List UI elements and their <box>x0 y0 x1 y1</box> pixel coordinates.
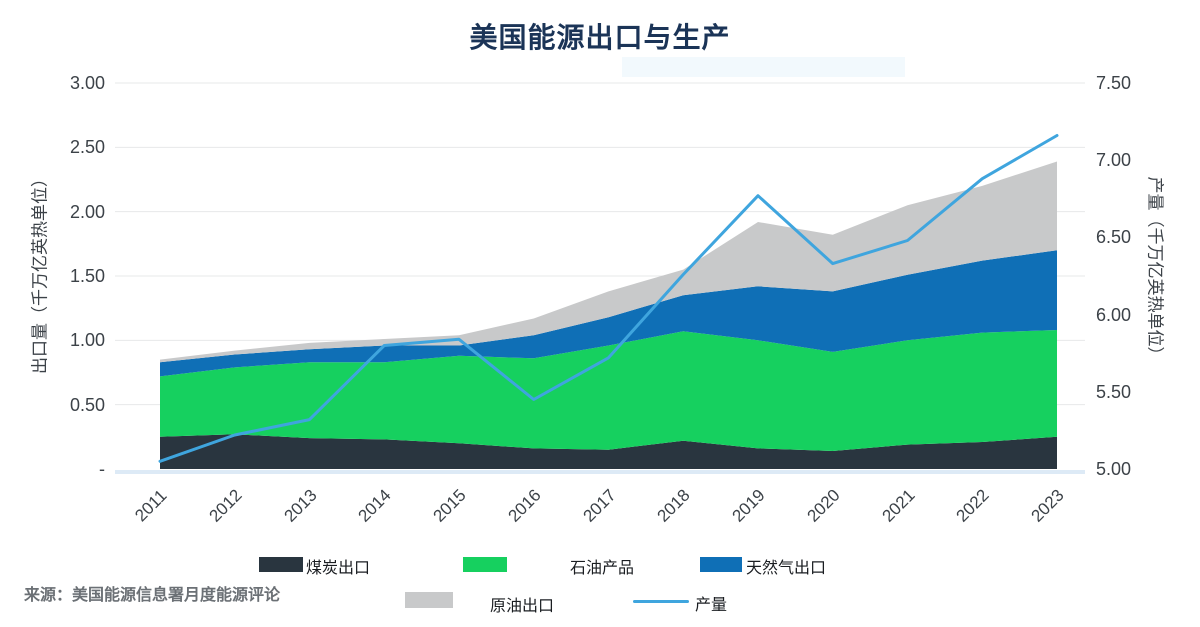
legend-label-petroleum-products: 石油产品 <box>570 560 635 577</box>
chart-title: 美国能源出口与生产 <box>469 22 731 53</box>
area-series-1 <box>160 330 1057 451</box>
y-left-tick: 2.50 <box>69 137 105 158</box>
area-series-2 <box>160 250 1057 377</box>
y-left-tick: 1.50 <box>69 266 105 286</box>
legend-label-crude-oil-exports: 原油出口 <box>490 598 555 615</box>
legend-label-coal-exports: 煤炭出口 <box>306 560 371 577</box>
y-left-tick: 1.00 <box>69 330 105 351</box>
y-left-tick: 2.00 <box>69 201 105 222</box>
legend-swatch-natural-gas-exports <box>700 557 742 572</box>
legend-swatch-production-line <box>633 600 689 603</box>
y-right-tick: 6.00 <box>1096 304 1132 325</box>
highlight-artifact <box>622 57 905 77</box>
y-right-tick: 5.00 <box>1096 459 1132 479</box>
y-left-tick: 3.00 <box>69 73 105 93</box>
production-line <box>158 134 1059 463</box>
area-series-3 <box>160 161 1057 363</box>
legend-swatch-petroleum-products <box>463 557 507 572</box>
legend-label-natural-gas-exports: 天然气出口 <box>746 560 827 577</box>
legend-label-production: 产量 <box>695 597 728 614</box>
y-right-tick: 7.00 <box>1096 150 1132 171</box>
y-right-tick: 6.50 <box>1096 227 1132 248</box>
y-left-tick: 0.50 <box>69 394 105 415</box>
y-left-tick: - <box>99 459 105 479</box>
area-series-0 <box>160 434 1057 469</box>
legend-swatch-crude-oil-exports <box>405 592 453 608</box>
source-note: 来源：美国能源信息署月度能源评论 <box>24 587 281 604</box>
y-right-tick: 5.50 <box>1096 381 1132 402</box>
legend-swatch-coal-exports <box>259 557 303 572</box>
y-right-tick: 7.50 <box>1096 73 1132 93</box>
